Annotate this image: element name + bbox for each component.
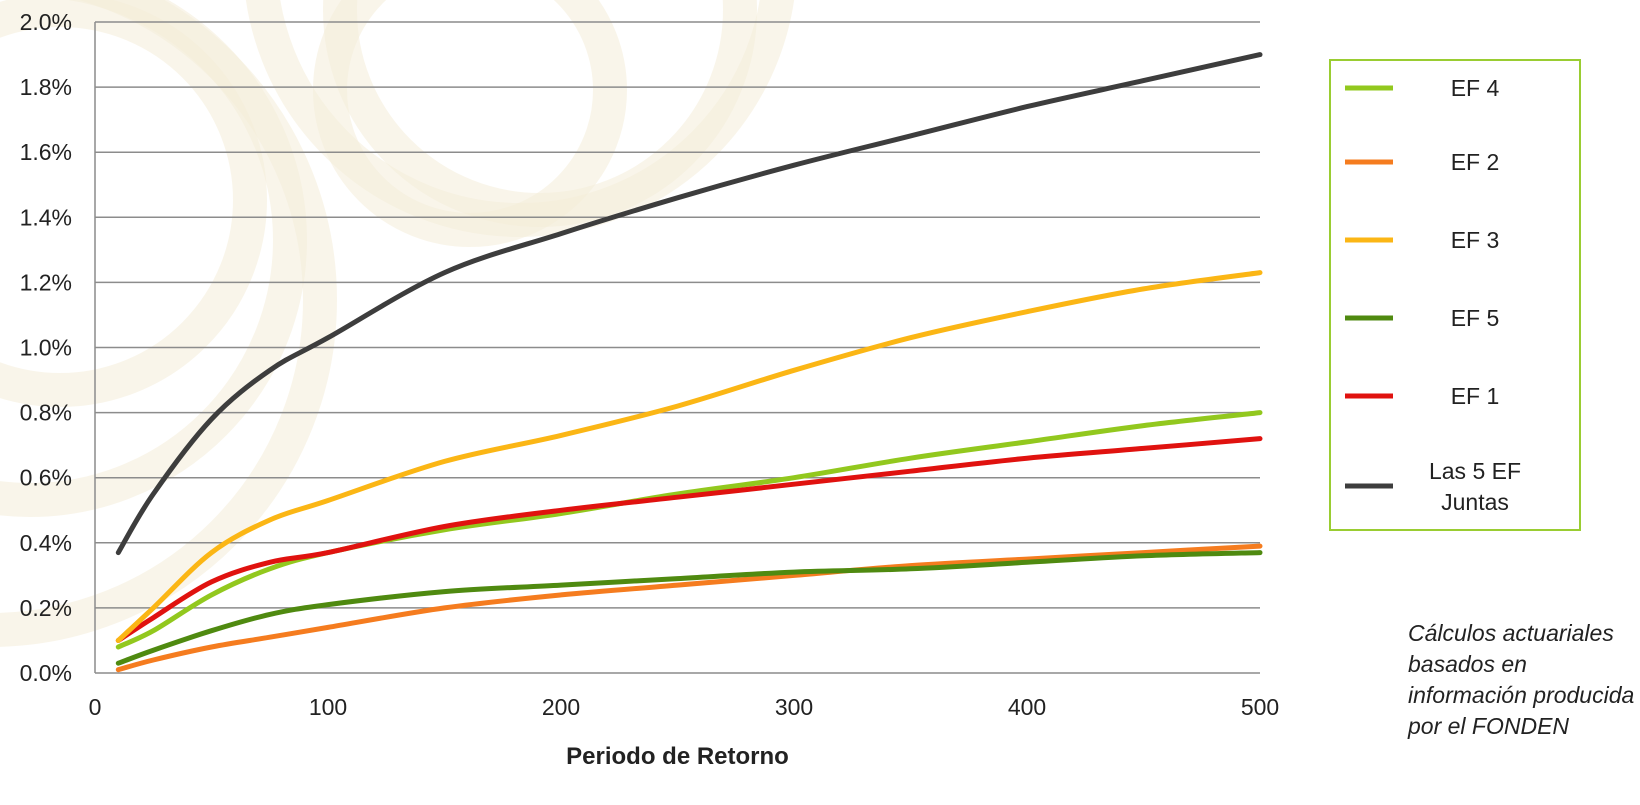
- y-tick-label: 1.8%: [20, 74, 72, 100]
- y-tick-label: 0.6%: [20, 465, 72, 491]
- series-line-ef-5: [115, 550, 1263, 666]
- series-line-ef-2: [115, 543, 1263, 673]
- y-tick-label: 0.4%: [20, 530, 72, 556]
- background-watermark: [0, 0, 795, 647]
- y-tick-label: 2.0%: [20, 9, 72, 35]
- legend-label: EF 4: [1451, 75, 1500, 101]
- x-tick-label: 0: [89, 694, 102, 720]
- x-tick-label: 500: [1241, 694, 1279, 720]
- gridlines: [95, 21, 1260, 674]
- legend-label: EF 5: [1451, 305, 1500, 331]
- x-tick-label: 300: [775, 694, 813, 720]
- legend-box: [1329, 59, 1581, 531]
- series-line-ef-1: [115, 436, 1263, 643]
- series-line-las-5-ef-juntas: [115, 52, 1263, 556]
- y-tick-label: 1.4%: [20, 204, 72, 230]
- x-tick-label: 200: [542, 694, 580, 720]
- x-tick-label: 100: [309, 694, 347, 720]
- y-tick-label: 0.8%: [20, 400, 72, 426]
- series-line-ef-3: [115, 270, 1263, 643]
- watermark-arc: [0, 0, 337, 647]
- legend-label: EF 1: [1451, 383, 1500, 409]
- legend: EF 4 EF 2 EF 3 EF 5 EF 1 Las 5 EF Juntas: [1329, 59, 1581, 531]
- source-note: Cálculos actuariales basados en informac…: [1408, 620, 1635, 739]
- watermark-arc: [0, 0, 307, 517]
- series-lines: [115, 52, 1263, 673]
- y-axis-ticks: 0.0% 0.2% 0.4% 0.6% 0.8% 1.0% 1.2% 1.4% 1.6% 1.8%…: [20, 9, 72, 686]
- y-tick-label: 1.6%: [20, 139, 72, 165]
- y-tick-label: 0.2%: [20, 595, 72, 621]
- x-axis-title: Periodo de Retorno: [566, 743, 789, 770]
- watermark-arc: [313, 0, 627, 247]
- watermark-arc: [0, 0, 267, 407]
- x-tick-label: 400: [1008, 694, 1046, 720]
- y-tick-label: 0.0%: [20, 660, 72, 686]
- legend-label: EF 2: [1451, 149, 1500, 175]
- y-tick-label: 1.0%: [20, 335, 72, 361]
- legend-label: EF 3: [1451, 227, 1500, 253]
- y-tick-label: 1.2%: [20, 269, 72, 295]
- x-axis-ticks: 0 100 200 300 400 500: [89, 694, 1280, 720]
- legend-label: Las 5 EF Juntas: [1429, 458, 1521, 515]
